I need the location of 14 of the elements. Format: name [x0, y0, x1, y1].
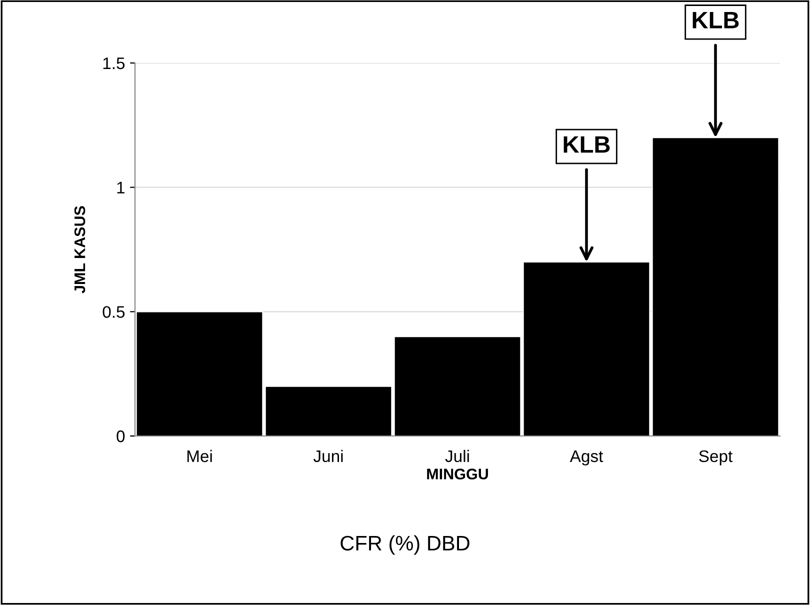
y-tick-label: 0	[116, 430, 125, 442]
annotation: KLB	[692, 12, 739, 28]
x-tick-label: Agst	[570, 450, 604, 466]
y-tick-label: 1.5	[103, 58, 125, 70]
text: CFR (%) DBD	[340, 535, 470, 555]
x-tick-label: Mei	[187, 450, 212, 462]
x-tick-label: Sept	[699, 450, 733, 466]
x-tick-label: Juli	[445, 450, 469, 462]
y-tick-label: 1	[117, 182, 124, 194]
y-tick-label: 0.5	[102, 306, 125, 318]
annotation: KLB	[564, 136, 610, 153]
x-tick-label: Juni	[313, 450, 343, 462]
x-axis-title: MINGGU	[427, 468, 488, 480]
y-axis-title: JML KASUS	[74, 206, 86, 294]
